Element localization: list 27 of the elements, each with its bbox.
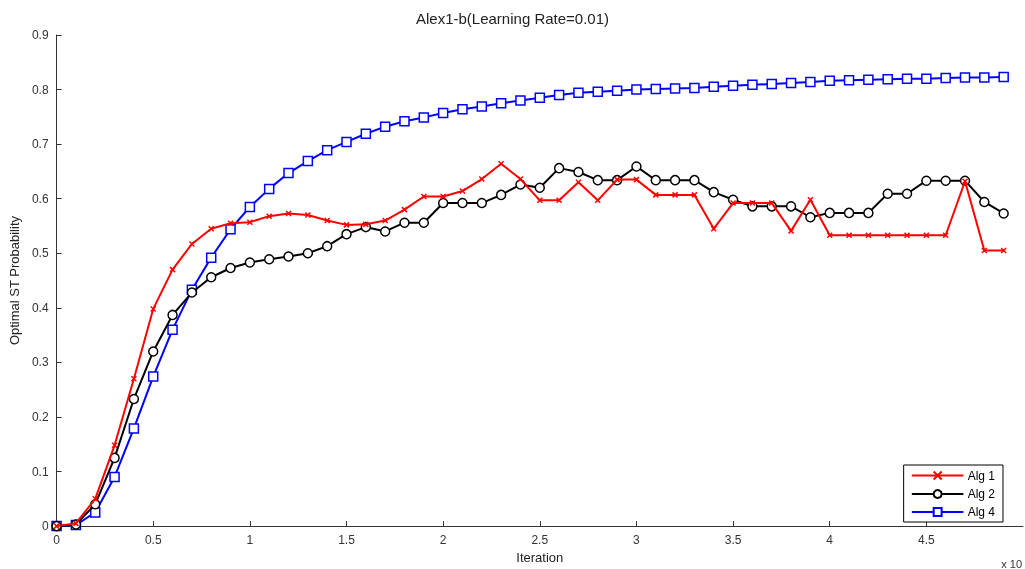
y-axis-title: Optimal ST Probability bbox=[7, 215, 22, 346]
y-tick-label: 0 bbox=[41, 519, 49, 534]
y-tick-label: 0.9 bbox=[31, 28, 49, 42]
y-tick-label: 0.5 bbox=[31, 246, 49, 261]
legend-label: Alg 4 bbox=[967, 505, 996, 519]
x-tick-label: 3 bbox=[633, 533, 641, 548]
x-tick-label: 2.5 bbox=[531, 533, 549, 548]
x-tick-label: 3.5 bbox=[724, 533, 742, 548]
y-tick-label: 0.7 bbox=[31, 137, 49, 152]
y-tick-label: 0.4 bbox=[31, 300, 49, 315]
x-tick-label: 4 bbox=[826, 533, 834, 548]
text: x 10 bbox=[1001, 557, 1023, 569]
x-tick-label: 4.5 bbox=[918, 533, 936, 548]
x-tick-label: 1.5 bbox=[338, 533, 356, 548]
legend-label: Alg 2 bbox=[967, 487, 996, 501]
y-tick-label: 0.8 bbox=[31, 82, 49, 97]
x-tick-label: 0.5 bbox=[144, 533, 162, 548]
legend-label: Alg 1 bbox=[967, 468, 996, 483]
y-tick-label: 0.3 bbox=[31, 355, 49, 370]
y-tick-label: 0.2 bbox=[31, 409, 49, 424]
x-tick-label: 1 bbox=[246, 533, 254, 548]
x-tick-label: 2 bbox=[439, 533, 447, 548]
y-tick-label: 0.6 bbox=[31, 191, 49, 206]
x-tick-label: 0 bbox=[53, 533, 61, 548]
x-axis-title: Iteration bbox=[516, 550, 564, 565]
chart-title: Alex1-b(Learning Rate=0.01) bbox=[415, 10, 610, 27]
y-tick-label: 0.1 bbox=[31, 464, 49, 479]
